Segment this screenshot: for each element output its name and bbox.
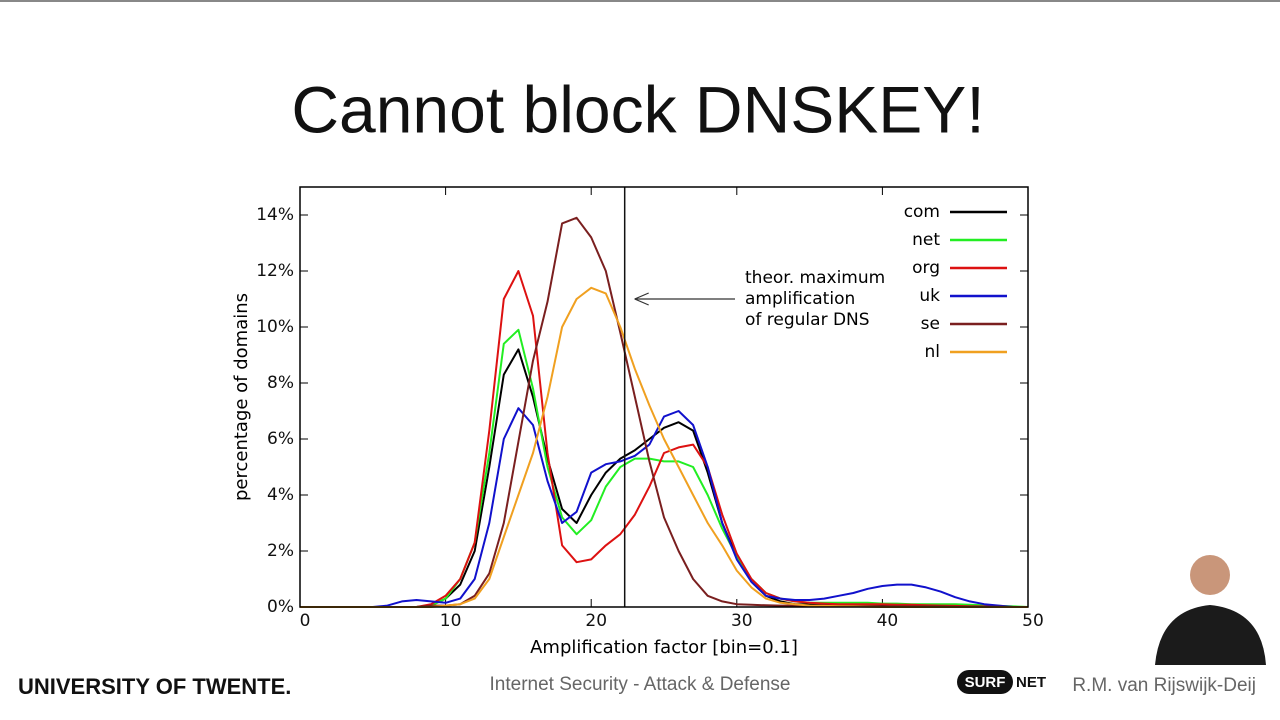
x-axis-label: Amplification factor [bin=0.1] <box>530 637 798 658</box>
y-tick-label: 8% <box>267 373 294 393</box>
series-line <box>300 328 1029 608</box>
legend-label: nl <box>925 342 941 362</box>
slide-title: Cannot block DNSKEY! <box>291 72 984 146</box>
logo-text: SURF <box>965 674 1006 691</box>
legend-label: org <box>912 258 940 278</box>
legend-label: uk <box>919 286 940 306</box>
y-tick-label: 14% <box>256 205 294 225</box>
series-line <box>300 348 1028 608</box>
x-tick-label: 20 <box>585 611 607 631</box>
series-line <box>300 286 1028 608</box>
y-tick-label: 0% <box>267 597 294 617</box>
x-tick-label: 0 <box>300 611 311 631</box>
x-tick-label: 50 <box>1022 611 1044 631</box>
y-tick-label: 10% <box>256 317 294 337</box>
author: R.M. van Rijswijk-Deij <box>1072 675 1256 696</box>
legend-label: net <box>912 230 940 250</box>
logo-text: NET <box>1016 674 1046 691</box>
annotation-text: amplification <box>745 289 855 309</box>
y-axis-label: percentage of domains <box>231 293 252 501</box>
logo-badge <box>957 670 1013 694</box>
course-name: Internet Security - Attack & Defense <box>490 674 791 695</box>
plot: 0% 2% 4% 6% 8% 10% 12% 14% 0 10 20 30 40 50 Amplificat… <box>231 186 1044 658</box>
x-tick-label: 30 <box>731 611 753 631</box>
university-name: UNIVERSITY OF TWENTE. <box>18 674 291 699</box>
y-tick-label: 12% <box>256 261 294 281</box>
annotation-text: of regular DNS <box>745 310 870 330</box>
x-tick-label: 40 <box>877 611 899 631</box>
speaker-video <box>1150 540 1268 665</box>
y-tick-label: 2% <box>267 541 294 561</box>
y-tick-label: 6% <box>267 429 294 449</box>
annotation-arrowhead <box>634 292 649 306</box>
plot-frame <box>299 186 1029 608</box>
annotation-text: theor. maximum <box>745 268 885 288</box>
legend-label: se <box>921 314 940 334</box>
legend-label: com <box>904 202 940 222</box>
x-tick-label: 10 <box>440 611 462 631</box>
series-line <box>300 407 1028 608</box>
y-tick-label: 4% <box>267 485 294 505</box>
